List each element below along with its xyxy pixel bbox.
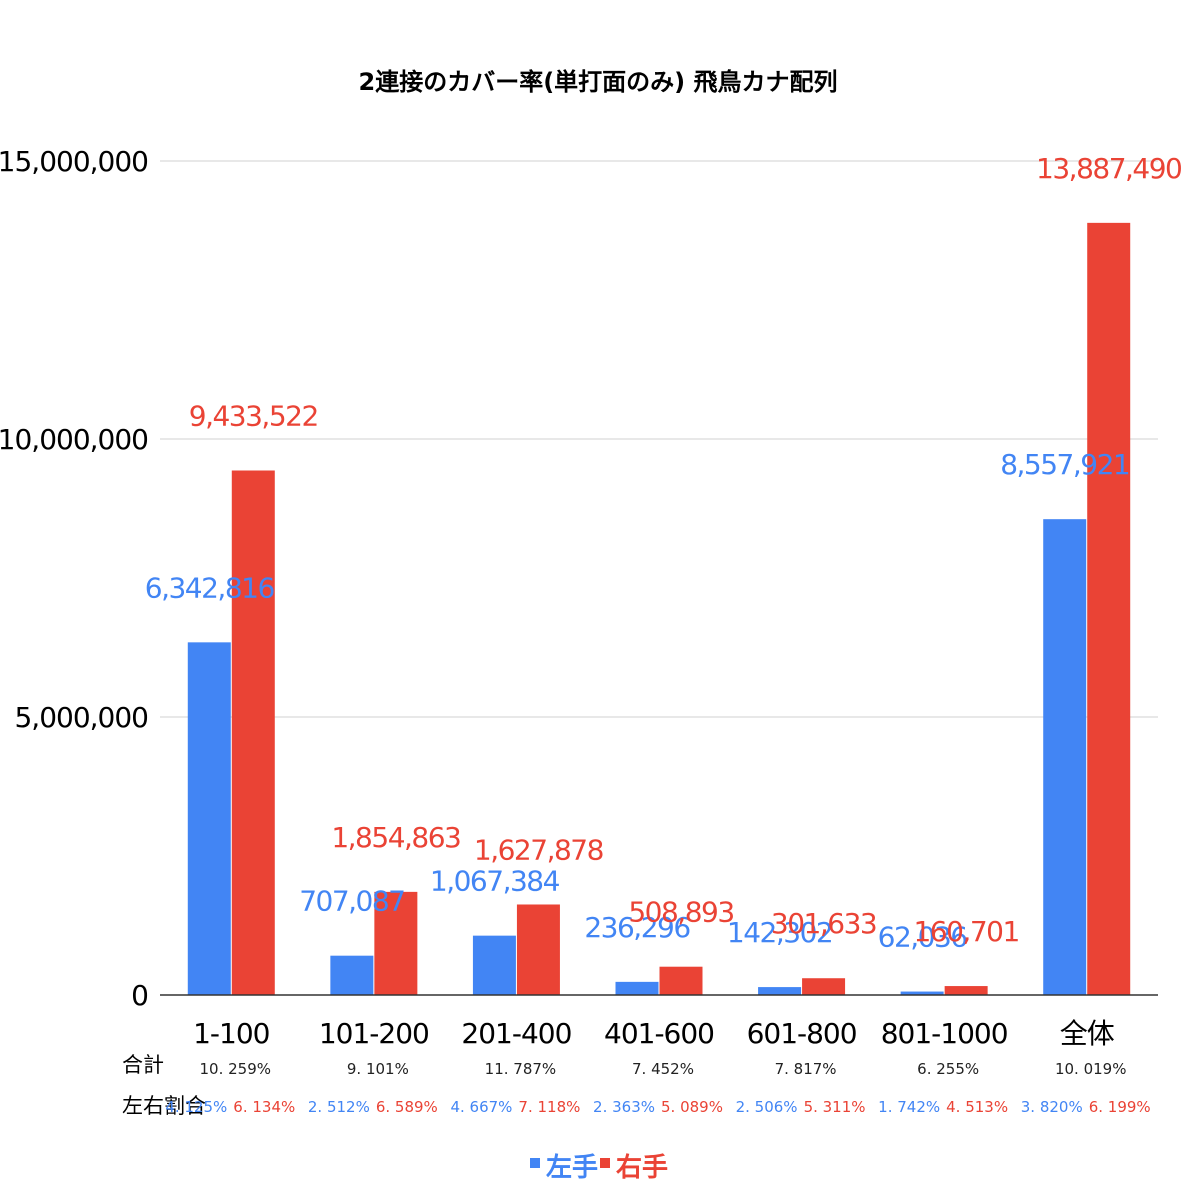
x-axis-ticks: 1-100 101-200 201-400 401-600 601-800 801-100…	[193, 1017, 1116, 1050]
bar-left-hand	[472, 935, 516, 995]
bars	[187, 222, 1131, 995]
right-hand-ratio: 7. 118%	[518, 1098, 580, 1116]
legend-label-right: 右手	[616, 1153, 668, 1183]
data-label-right-hand: 160,701	[913, 915, 1018, 948]
total-coverage: 10. 019%	[1055, 1060, 1127, 1078]
data-label-right-hand: 1,854,863	[331, 821, 460, 854]
bar-left-hand	[615, 981, 659, 995]
bar-right-hand	[944, 986, 988, 995]
gridlines	[160, 160, 1158, 718]
right-hand-ratio: 6. 589%	[376, 1098, 438, 1116]
y-tick-label: 15,000,000	[0, 145, 148, 178]
left-hand-ratio: 1. 742%	[878, 1098, 940, 1116]
left-hand-ratio: 2. 512%	[308, 1098, 370, 1116]
total-coverage: 10. 259%	[200, 1060, 272, 1078]
legend-swatch-right	[600, 1158, 610, 1168]
bar-right-hand	[802, 978, 846, 995]
bar-right-hand	[231, 470, 275, 995]
total-coverage: 9. 101%	[347, 1060, 409, 1078]
left-hand-ratio: 4. 667%	[450, 1098, 512, 1116]
chart-title: 2連接のカバー率(単打面のみ) 飛鳥カナ配列	[359, 68, 838, 96]
bar-right-hand	[374, 891, 418, 995]
x-tick-label: 全体	[1060, 1017, 1115, 1050]
data-label-right-hand: 1,627,878	[474, 833, 603, 866]
x-tick-label: 201-400	[461, 1017, 571, 1050]
x-tick-label: 101-200	[319, 1017, 429, 1050]
data-label-left-hand: 142,302	[727, 916, 832, 949]
data-label-left-hand: 707,087	[299, 885, 404, 918]
total-coverage: 7. 452%	[632, 1060, 694, 1078]
data-labels: 6,342,816 9,433,522 707,087 1,854,863 1,067,…	[145, 152, 1183, 954]
bar-left-hand	[330, 955, 374, 995]
bar-left-hand	[758, 987, 802, 995]
y-axis-ticks: 0 5,000,000 10,000,000 15,000,000	[0, 145, 149, 1012]
data-label-left-hand: 236,296	[584, 911, 690, 944]
total-coverage: 11. 787%	[485, 1060, 557, 1078]
data-label-right-hand: 13,887,490	[1036, 152, 1181, 185]
total-row-label: 合計	[122, 1053, 164, 1077]
data-label-right-hand: 9,433,522	[189, 399, 318, 432]
ratio-row-label: 左右割合	[122, 1094, 206, 1118]
right-hand-ratio: 4. 513%	[946, 1098, 1008, 1116]
bar-left-hand	[187, 642, 231, 995]
right-hand-ratio: 5. 089%	[661, 1098, 723, 1116]
coverage-table: 10. 259% 4. 125% 6. 134% 9. 101% 2. 512% 6. 5…	[165, 1060, 1150, 1116]
left-hand-ratio: 3. 820%	[1021, 1098, 1083, 1116]
right-hand-ratio: 6. 199%	[1089, 1098, 1151, 1116]
bar-left-hand	[1043, 519, 1087, 995]
bar-right-hand	[1087, 222, 1131, 995]
left-hand-ratio: 2. 363%	[593, 1098, 655, 1116]
data-label-left-hand: 6,342,816	[145, 571, 275, 604]
data-label-right-hand: 508,893	[628, 896, 733, 929]
right-hand-ratio: 5. 311%	[804, 1098, 866, 1116]
data-label-right-hand: 301,633	[771, 907, 876, 940]
data-label-left-hand: 62,036	[878, 921, 968, 954]
y-tick-label: 0	[131, 979, 148, 1012]
legend: 左手 右手	[530, 1153, 668, 1183]
x-tick-label: 801-1000	[881, 1017, 1008, 1050]
total-coverage: 6. 255%	[917, 1060, 979, 1078]
bar-left-hand	[900, 991, 944, 995]
data-label-left-hand: 1,067,384	[430, 865, 560, 898]
left-hand-ratio: 2. 506%	[736, 1098, 798, 1116]
data-label-left-hand: 8,557,921	[1000, 448, 1129, 481]
x-tick-label: 1-100	[193, 1017, 269, 1050]
left-hand-ratio: 4. 125%	[165, 1098, 227, 1116]
x-tick-label: 601-800	[747, 1017, 857, 1050]
legend-swatch-left	[530, 1158, 540, 1168]
total-coverage: 7. 817%	[775, 1060, 837, 1078]
bar-right-hand	[516, 904, 560, 995]
legend-label-left: 左手	[546, 1153, 598, 1183]
y-tick-label: 5,000,000	[14, 701, 148, 734]
x-tick-label: 401-600	[604, 1017, 714, 1050]
right-hand-ratio: 6. 134%	[233, 1098, 295, 1116]
y-tick-label: 10,000,000	[0, 423, 148, 456]
bar-right-hand	[659, 966, 703, 995]
